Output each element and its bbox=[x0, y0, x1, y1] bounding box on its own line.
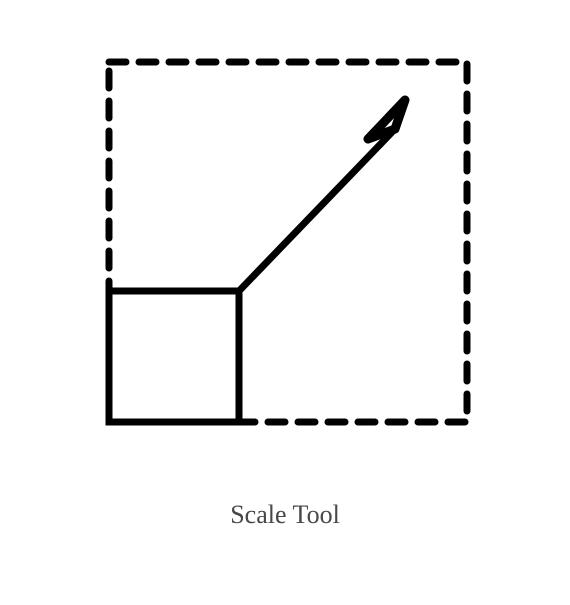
inner-solid-box bbox=[109, 291, 239, 422]
icon-label: Scale Tool bbox=[0, 500, 570, 530]
icon-card: Scale Tool bbox=[0, 0, 570, 600]
arrow-shaft bbox=[239, 129, 395, 291]
arrow-head bbox=[368, 100, 405, 139]
